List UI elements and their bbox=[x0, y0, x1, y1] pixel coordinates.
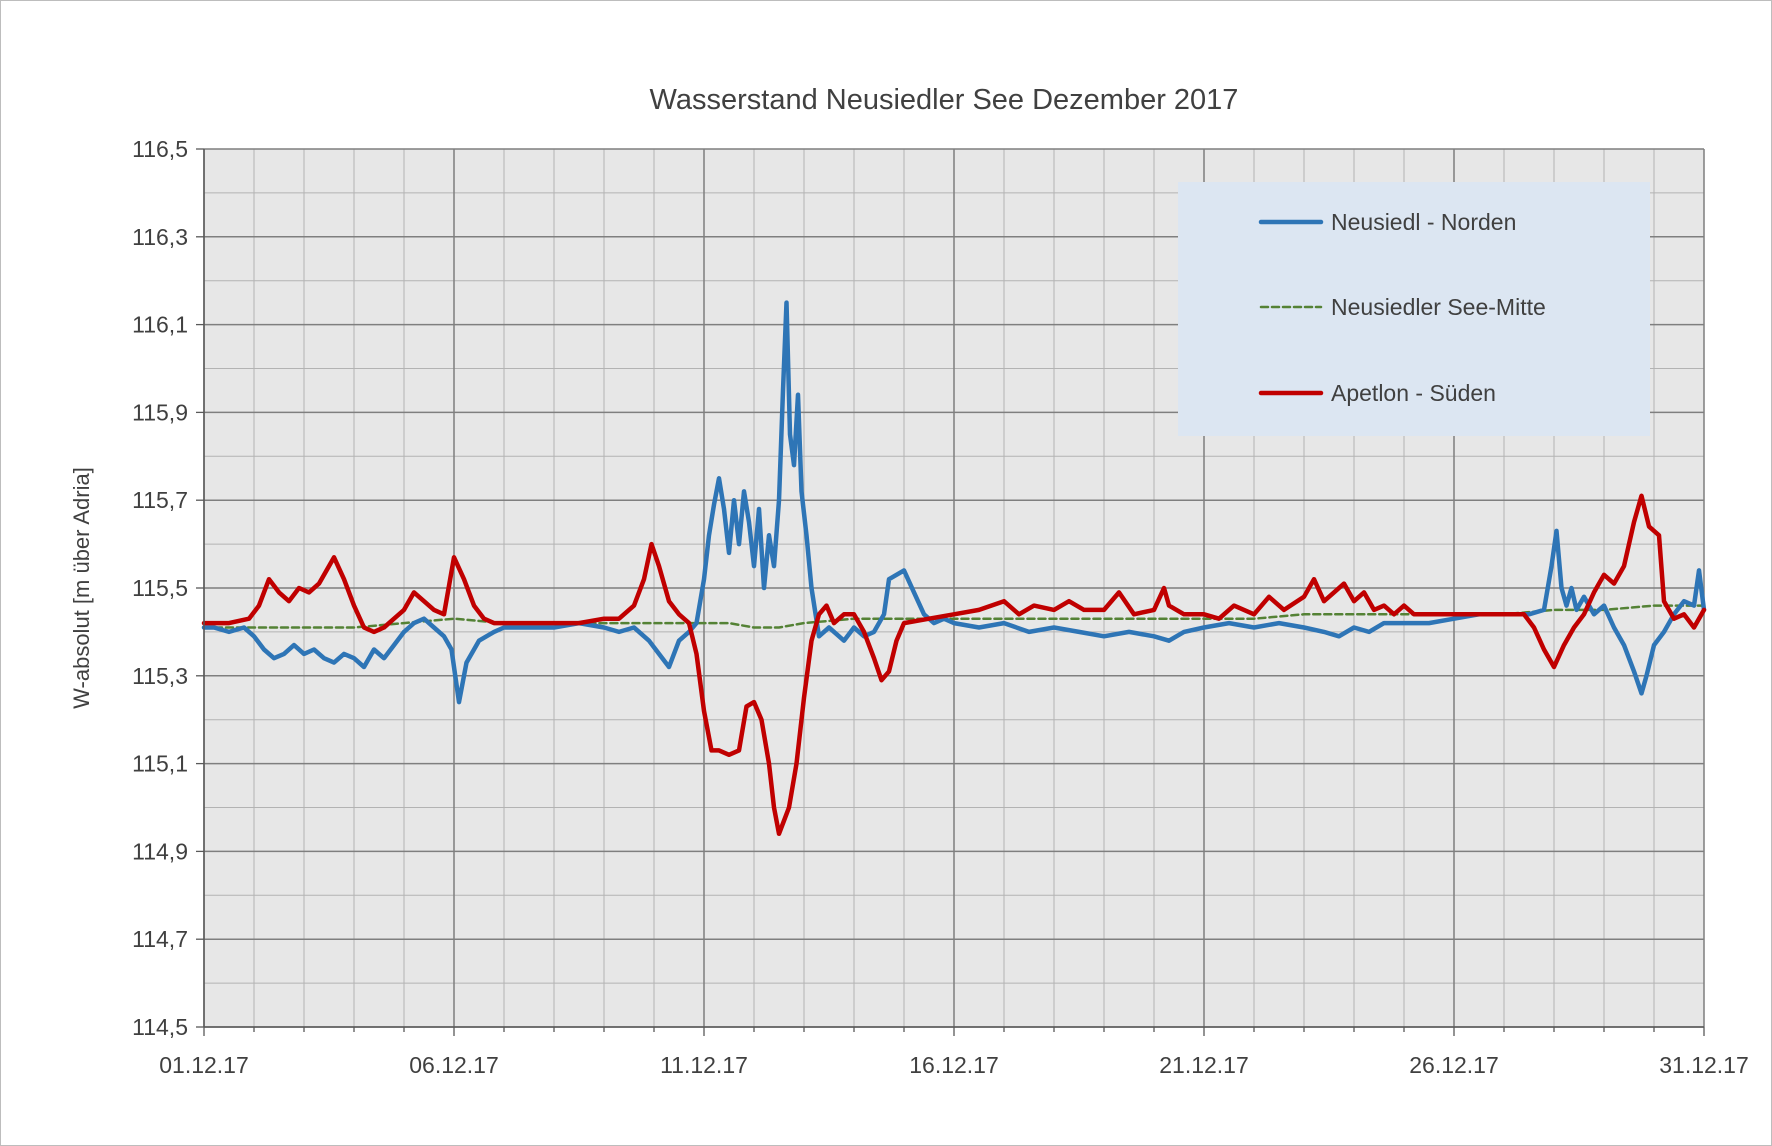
legend-items: Neusiedl - Norden Neusiedler See-Mitte Ape… bbox=[1258, 209, 1546, 406]
x-tick-label: 01.12.17 bbox=[159, 1052, 249, 1078]
y-tick-label: 115,5 bbox=[132, 575, 188, 601]
legend-label: Neusiedler See-Mitte bbox=[1331, 294, 1546, 320]
x-tick-label: 06.12.17 bbox=[409, 1052, 499, 1078]
y-tick-label: 115,7 bbox=[132, 487, 188, 513]
y-axis-title: W-absolut [m über Adria] bbox=[69, 467, 94, 709]
legend: Neusiedl - Norden Neusiedler See-Mitte Ape… bbox=[1178, 182, 1650, 436]
y-tick-label: 115,3 bbox=[132, 663, 188, 689]
y-tick-label: 115,9 bbox=[132, 399, 188, 425]
y-tick-label: 114,9 bbox=[132, 838, 188, 864]
legend-label: Apetlon - Süden bbox=[1331, 380, 1496, 406]
y-tick-label: 114,7 bbox=[132, 926, 188, 952]
x-tick-label: 16.12.17 bbox=[909, 1052, 999, 1078]
series-layer bbox=[201, 300, 1707, 837]
x-tick-label: 11.12.17 bbox=[660, 1052, 748, 1078]
x-tick-labels: 01.12.17 06.12.17 11.12.17 16.12.17 21.12.17… bbox=[159, 1052, 1749, 1078]
y-tick-label: 116,5 bbox=[132, 136, 188, 162]
legend-box bbox=[1178, 182, 1650, 436]
x-tick-label: 26.12.17 bbox=[1409, 1052, 1499, 1078]
series-line-apetlon-s-den bbox=[201, 493, 1707, 837]
y-tick-label: 114,5 bbox=[132, 1014, 188, 1040]
axes-layer bbox=[196, 148, 1705, 1036]
x-tick-label: 21.12.17 bbox=[1159, 1052, 1249, 1078]
x-tick-label: 31.12.17 bbox=[1659, 1052, 1749, 1078]
chart-title: Wasserstand Neusiedler See Dezember 2017 bbox=[650, 84, 1239, 116]
y-tick-label: 115,1 bbox=[132, 751, 188, 777]
y-tick-label: 116,3 bbox=[132, 224, 188, 250]
y-tick-labels: 116,5 116,3 116,1 115,9 115,7 115,5 115,3 115,1… bbox=[132, 136, 188, 1040]
y-tick-label: 116,1 bbox=[132, 312, 188, 338]
series-line-neusiedl-norden bbox=[201, 300, 1707, 705]
legend-label: Neusiedl - Norden bbox=[1331, 209, 1516, 235]
